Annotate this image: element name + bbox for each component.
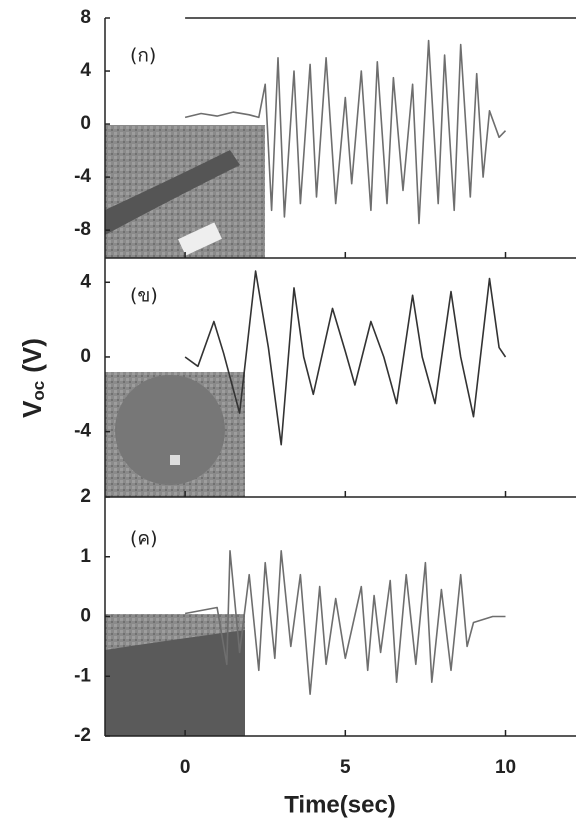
y-tick-label: -4 — [74, 421, 91, 442]
photo-detail — [178, 222, 222, 256]
y-tick-label: 4 — [80, 60, 91, 81]
y-tick-label: -8 — [74, 219, 91, 240]
y-tick-label: 0 — [80, 606, 91, 627]
x-axis-label: Time(sec) — [284, 791, 396, 818]
y-tick-label: -2 — [74, 725, 91, 746]
signal-line — [184, 270, 507, 446]
panel-label: (ค) — [130, 528, 158, 550]
y-tick-label: 4 — [80, 271, 91, 292]
y-tick-label: 2 — [80, 486, 91, 507]
y-tick-label: -4 — [74, 166, 91, 187]
signal-line — [184, 550, 506, 695]
photo-detail — [170, 455, 180, 465]
panel-label: (ข) — [130, 285, 158, 307]
photo-detail — [105, 150, 240, 235]
y-tick-label: -1 — [74, 665, 91, 686]
x-tick-label: 5 — [340, 757, 351, 778]
signal-line — [184, 39, 507, 225]
y-tick-label: 1 — [80, 546, 91, 567]
photo-detail — [115, 375, 225, 485]
photo-detail — [105, 630, 245, 736]
y-tick-label: 0 — [80, 346, 91, 367]
y-tick-label: 0 — [80, 113, 91, 134]
panel-label: (ก) — [130, 45, 156, 67]
x-tick-label: 10 — [495, 757, 516, 778]
y-tick-label: 8 — [80, 7, 91, 28]
x-tick-label: 0 — [180, 757, 191, 778]
y-axis-label: Voc(V) — [17, 338, 49, 418]
